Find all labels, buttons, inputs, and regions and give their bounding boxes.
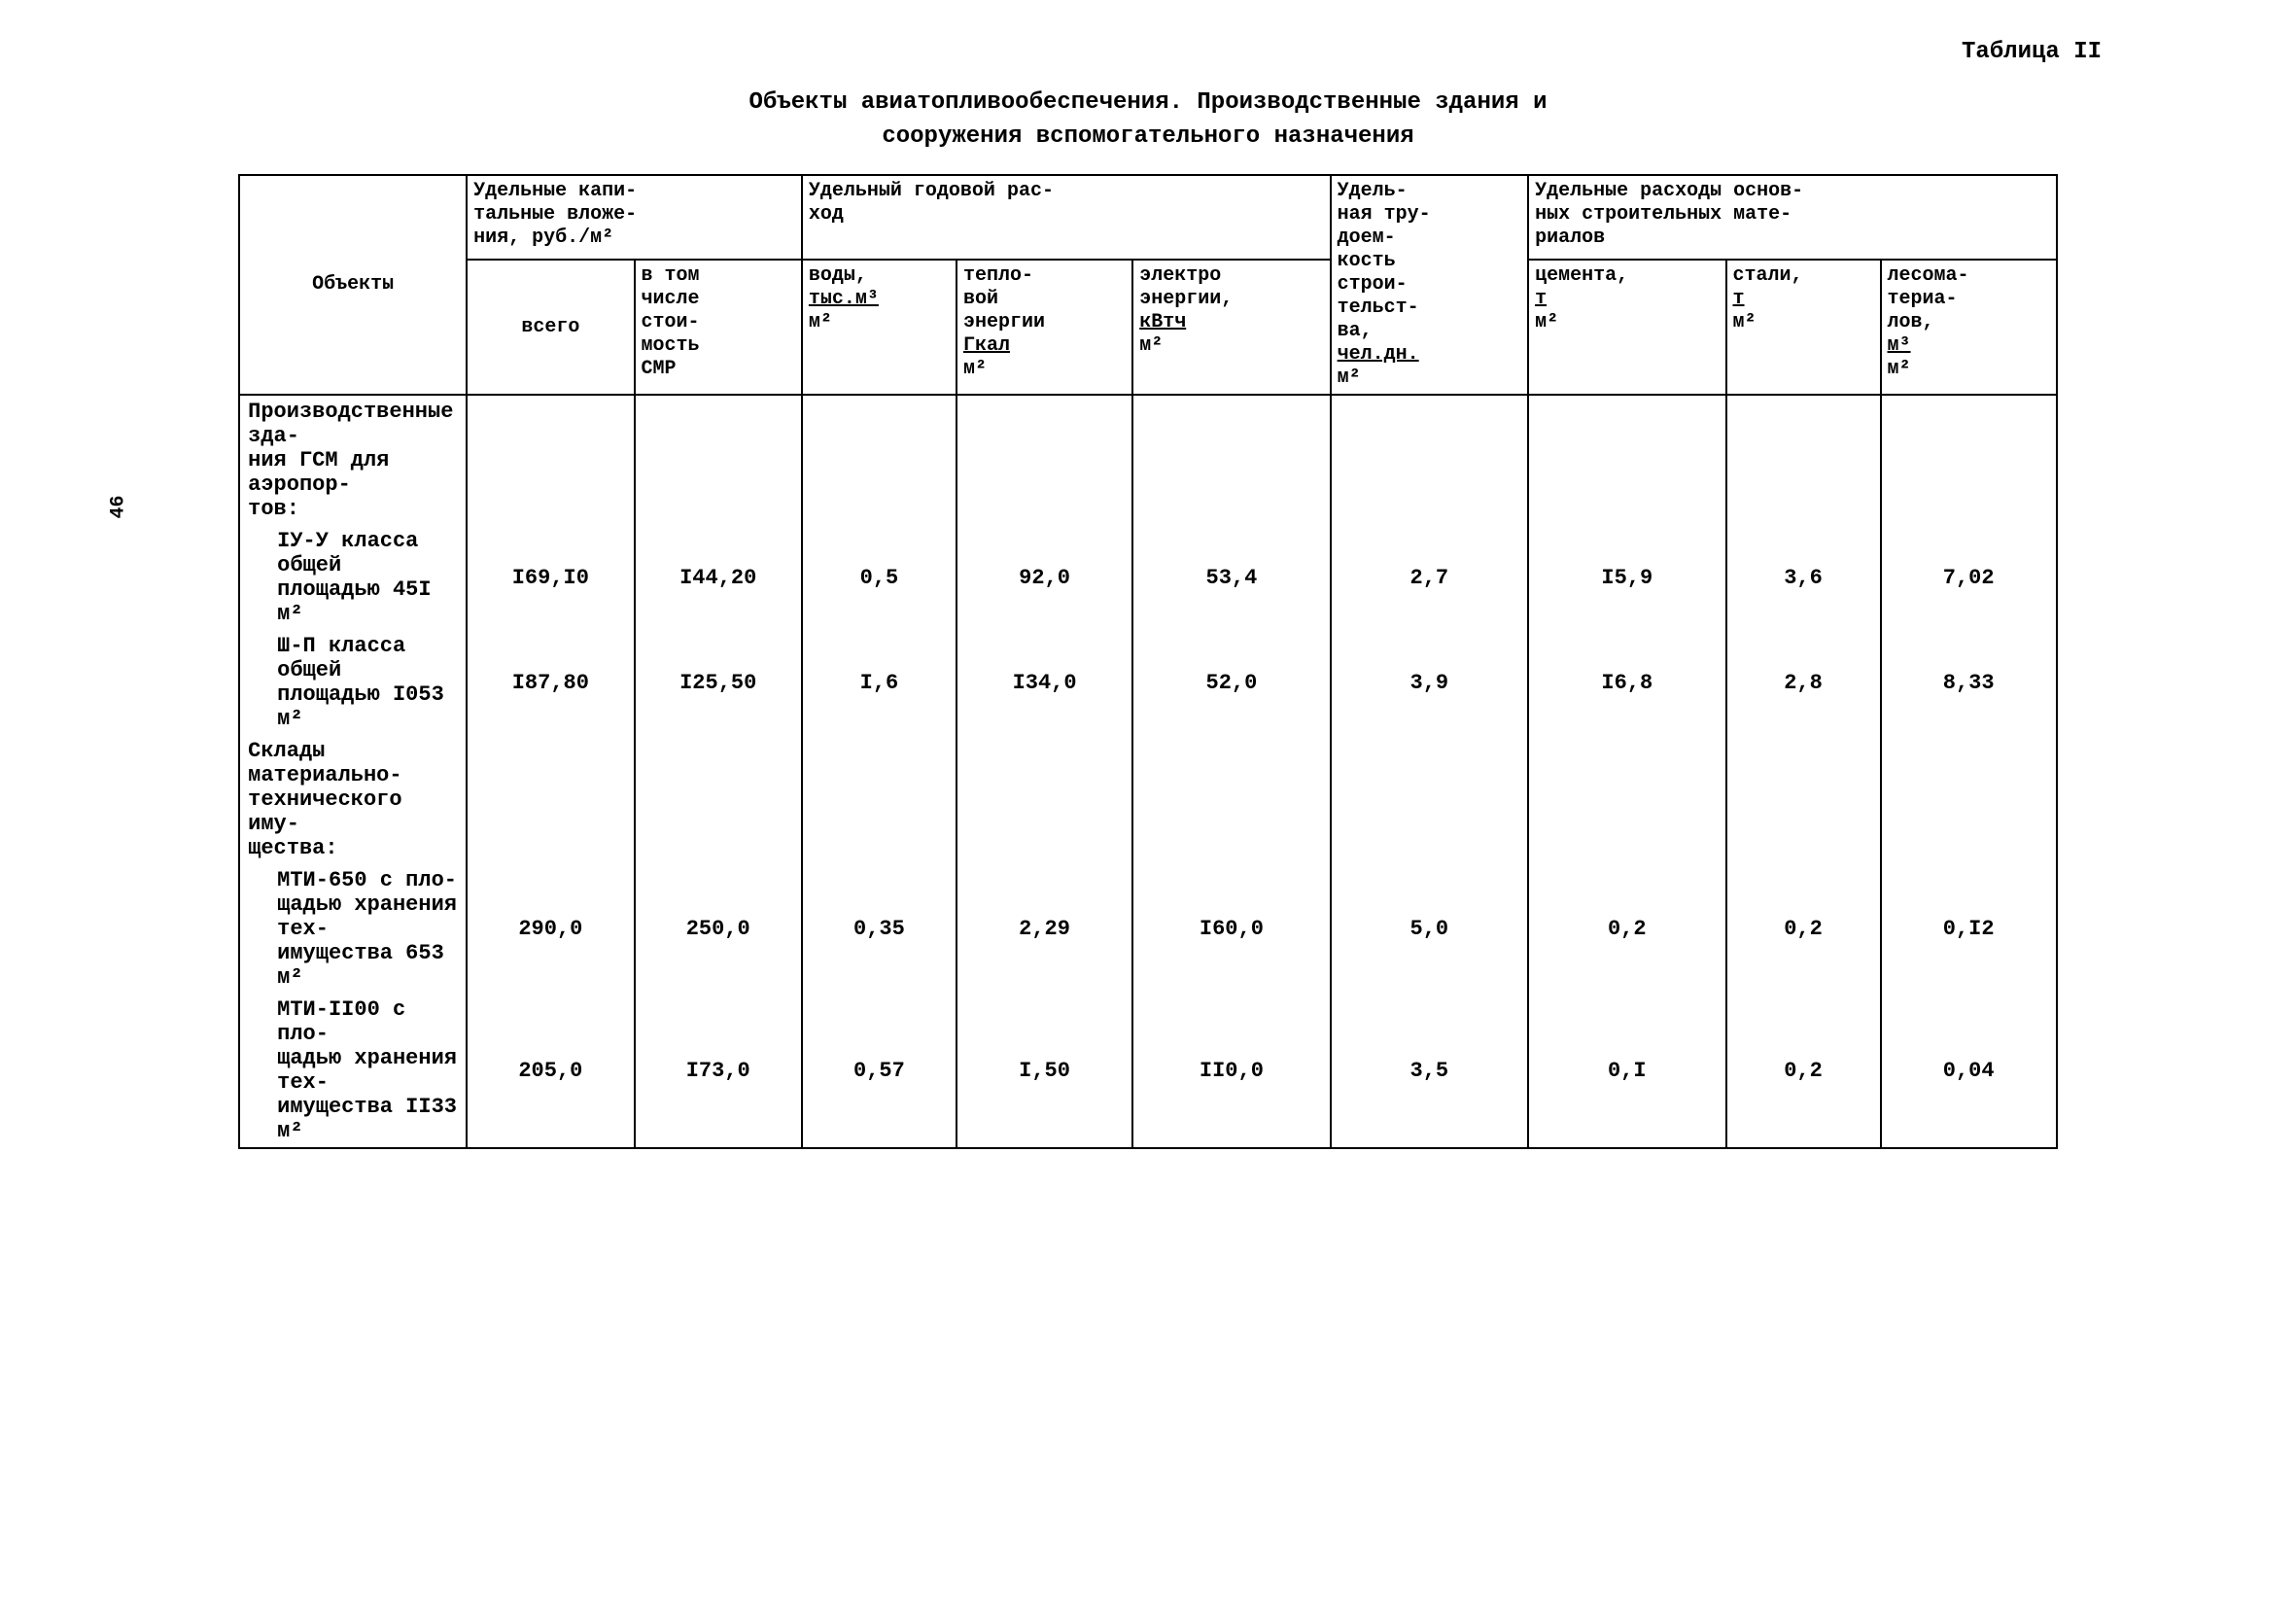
table-row: Склады материально-технического иму-щест…	[239, 735, 2057, 864]
cell-value: 3,5	[1331, 994, 1528, 1148]
col-smr: в томчислестои-мостьСМР	[635, 260, 802, 395]
cell-value	[802, 395, 957, 525]
cell-value: I34,0	[957, 630, 1132, 735]
col-labor: Удель-ная тру-доем-костьстрои-тельст-ва,…	[1331, 175, 1528, 395]
col-materials: Удельные расходы основ-ных строительных …	[1528, 175, 2057, 260]
cell-value	[1726, 395, 1881, 525]
subtitle: сооружения вспомогательного назначения	[78, 123, 2218, 150]
row-label: МТИ-650 с пло-щадью хранения тех-имущест…	[239, 864, 467, 994]
col-objects: Объекты	[239, 175, 467, 395]
cell-value: I69,I0	[467, 525, 634, 630]
col-steel: стали,тм²	[1726, 260, 1881, 395]
cell-value: I,6	[802, 630, 957, 735]
cell-value: 3,6	[1726, 525, 1881, 630]
cell-value: 7,02	[1881, 525, 2057, 630]
table-row: Производственные зда-ния ГСМ для аэропор…	[239, 395, 2057, 525]
cell-value	[1528, 735, 1725, 864]
cell-value: 0,2	[1726, 864, 1881, 994]
cell-value	[1881, 735, 2057, 864]
cell-value: 205,0	[467, 994, 634, 1148]
cell-value	[635, 395, 802, 525]
cell-value: I87,80	[467, 630, 634, 735]
cell-value	[635, 735, 802, 864]
row-label: Ш-П класса общейплощадью I053 м²	[239, 630, 467, 735]
cell-value: 52,0	[1132, 630, 1330, 735]
page-number: 46	[108, 495, 130, 518]
cell-value: I5,9	[1528, 525, 1725, 630]
cell-value: 5,0	[1331, 864, 1528, 994]
cell-value: 0,04	[1881, 994, 2057, 1148]
cell-value: 3,9	[1331, 630, 1528, 735]
col-water: воды,тыс.м³м²	[802, 260, 957, 395]
cell-value	[802, 735, 957, 864]
cell-value: I73,0	[635, 994, 802, 1148]
cell-value	[1331, 395, 1528, 525]
cell-value: 250,0	[635, 864, 802, 994]
col-electro: электроэнергии,кВтчм²	[1132, 260, 1330, 395]
table-row: МТИ-II00 с пло-щадью хранения тех-имущес…	[239, 994, 2057, 1148]
col-total: всего	[467, 260, 634, 395]
cell-value	[1132, 735, 1330, 864]
cell-value: 0,I	[1528, 994, 1725, 1148]
cell-value	[467, 395, 634, 525]
cell-value: 92,0	[957, 525, 1132, 630]
cell-value: I25,50	[635, 630, 802, 735]
table-body: Производственные зда-ния ГСМ для аэропор…	[239, 395, 2057, 1148]
cell-value: 8,33	[1881, 630, 2057, 735]
cell-value	[1726, 735, 1881, 864]
cell-value	[957, 395, 1132, 525]
col-cement: цемента,тм²	[1528, 260, 1725, 395]
cell-value: I,50	[957, 994, 1132, 1148]
cell-value	[1528, 395, 1725, 525]
col-annual: Удельный годовой рас-ход	[802, 175, 1331, 260]
cell-value: 2,8	[1726, 630, 1881, 735]
cell-value: 0,35	[802, 864, 957, 994]
cell-value: I44,20	[635, 525, 802, 630]
row-label: Производственные зда-ния ГСМ для аэропор…	[239, 395, 467, 525]
cell-value	[1881, 395, 2057, 525]
row-label: IУ-У класса общейплощадью 45I м²	[239, 525, 467, 630]
cell-value: 53,4	[1132, 525, 1330, 630]
col-wood: лесома-териа-лов,м³м²	[1881, 260, 2057, 395]
cell-value	[467, 735, 634, 864]
title: Объекты авиатопливообеспечения. Производ…	[78, 89, 2218, 116]
cell-value: 0,I2	[1881, 864, 2057, 994]
cell-value: 2,29	[957, 864, 1132, 994]
cell-value: I6,8	[1528, 630, 1725, 735]
col-capital: Удельные капи-тальные вложе-ния, руб./м²	[467, 175, 802, 260]
table-row: IУ-У класса общейплощадью 45I м²I69,I0I4…	[239, 525, 2057, 630]
col-heat: тепло-войэнергииГкалм²	[957, 260, 1132, 395]
cell-value: 0,5	[802, 525, 957, 630]
cell-value	[1132, 395, 1330, 525]
cell-value	[1331, 735, 1528, 864]
table-row: Ш-П класса общейплощадью I053 м²I87,80I2…	[239, 630, 2057, 735]
cell-value: 0,2	[1726, 994, 1881, 1148]
cell-value: 290,0	[467, 864, 634, 994]
row-label: Склады материально-технического иму-щест…	[239, 735, 467, 864]
cell-value	[957, 735, 1132, 864]
row-label: МТИ-II00 с пло-щадью хранения тех-имущес…	[239, 994, 467, 1148]
cell-value: 0,2	[1528, 864, 1725, 994]
main-table: Объекты Удельные капи-тальные вложе-ния,…	[238, 174, 2058, 1149]
table-label: Таблица II	[78, 39, 2102, 65]
cell-value: 2,7	[1331, 525, 1528, 630]
cell-value: I60,0	[1132, 864, 1330, 994]
cell-value: II0,0	[1132, 994, 1330, 1148]
table-row: МТИ-650 с пло-щадью хранения тех-имущест…	[239, 864, 2057, 994]
cell-value: 0,57	[802, 994, 957, 1148]
